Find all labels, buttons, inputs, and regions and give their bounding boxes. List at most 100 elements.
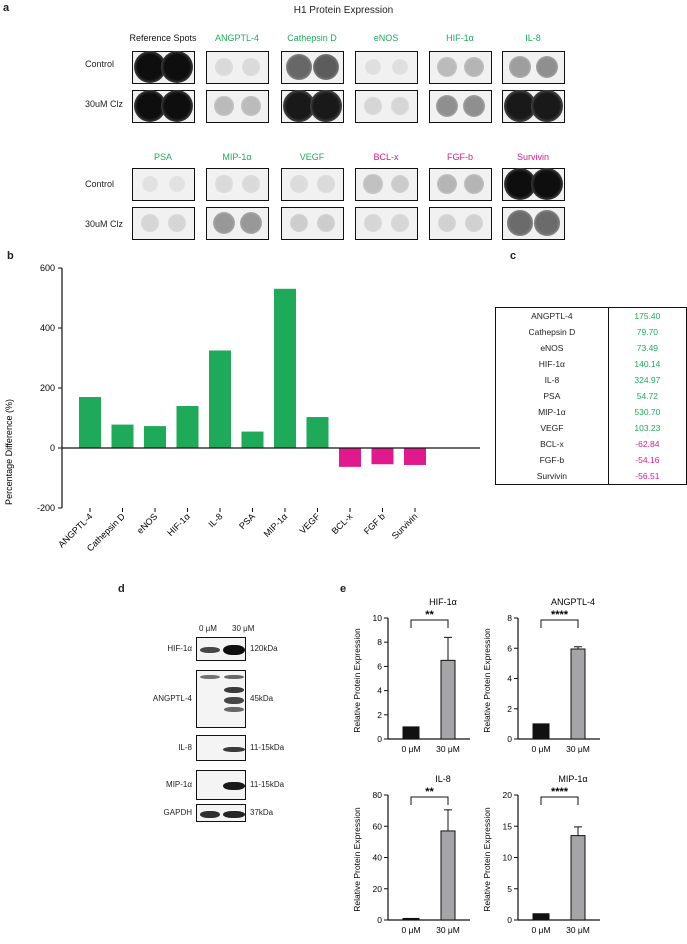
- b-bar-mip-1: [274, 288, 296, 448]
- array-title: H1 Protein Expression: [293, 5, 394, 16]
- e-significance-bracket: [410, 619, 449, 628]
- panel-label-c: c: [510, 250, 517, 262]
- array-spot: [310, 90, 342, 122]
- array-spot: [241, 96, 261, 116]
- b-y-tick-label: -200: [37, 503, 55, 513]
- array-spot: [509, 56, 531, 78]
- b-y-tick-label: 600: [40, 263, 55, 273]
- array-spot: [141, 214, 159, 232]
- b-y-axis-label: Percentage Difference (%): [4, 399, 14, 505]
- il8-expression-chart: IL-8 Relative Protein Expression 0 20 40 60 80…: [352, 774, 470, 935]
- table-cell-name: MIP-1α: [495, 404, 609, 420]
- array-spot: [391, 97, 409, 115]
- b-bar-cathepsin-d: [111, 424, 134, 448]
- array-spot: [534, 210, 560, 236]
- array-cell-angptl-4-control: [206, 51, 269, 84]
- e-y-tick-label: 0: [377, 734, 382, 744]
- panel-label-e: e: [340, 583, 347, 595]
- b-x-tick-label: IL-8: [206, 511, 224, 529]
- table-row: eNOS 73.49: [495, 340, 687, 356]
- array-spot: [286, 54, 312, 80]
- array-spot: [290, 175, 308, 193]
- wb-blot-il-8: [196, 735, 246, 761]
- array-spot: [438, 214, 456, 232]
- array-cell-survivin-control: [502, 168, 565, 201]
- array-cell-enos-control: [355, 51, 418, 84]
- array-spot: [507, 210, 533, 236]
- array-spot: [437, 174, 457, 194]
- b-x-tick-label: VEGF: [298, 511, 323, 536]
- e-y-tick-label: 4: [377, 686, 382, 696]
- wb-protein-label-il-8: IL-8: [178, 743, 192, 752]
- e-y-tick-label: 8: [377, 637, 382, 647]
- array-spot: [316, 213, 336, 233]
- table-row: IL-8 324.97: [495, 372, 687, 388]
- e-y-tick-label: 20: [503, 790, 513, 800]
- array-spot: [215, 175, 233, 193]
- array-spot: [242, 175, 260, 193]
- table-row: Cathepsin D 79.70: [495, 324, 687, 340]
- wb-band: [223, 782, 245, 790]
- table-cell-value: 140.14: [634, 359, 661, 369]
- b-bar-il-8: [209, 350, 231, 448]
- percentage-difference-chart: Percentage Difference (%) 600 400 200 0 -200…: [4, 263, 480, 553]
- wb-blot-gapdh: [196, 804, 246, 822]
- array-cell-hif-1-treated: [429, 90, 492, 123]
- e-y-tick-label: 8: [507, 613, 512, 623]
- hif1a-expression-chart: HIF-1α Relative Protein Expression 0 2 4 6 8 10…: [352, 597, 470, 754]
- array-cell-survivin-treated: [502, 207, 565, 240]
- wb-protein-label-angptl-4: ANGPTL-4: [152, 694, 192, 703]
- array-spot: [364, 58, 382, 76]
- wb-size-label-hif-1: 120kDa: [250, 644, 278, 653]
- e-significance-label: ****: [551, 609, 569, 621]
- table-cell-name: FGF-b: [495, 452, 609, 468]
- array-spot: [214, 96, 234, 116]
- e-significance-label: **: [425, 609, 434, 621]
- table-cell-value: 54.72: [636, 391, 659, 401]
- table-cell-name: Survivin: [495, 468, 609, 485]
- array-cell-reference-spots-treated: [132, 90, 195, 123]
- array-cell-mip-1-treated: [206, 207, 269, 240]
- array-spot: [435, 94, 459, 118]
- b-bar-bcl-x: [339, 448, 361, 467]
- wb-band: [223, 810, 245, 818]
- table-cell-name: Cathepsin D: [495, 324, 609, 340]
- table-cell-value: 103.23: [634, 423, 661, 433]
- table-row: FGF-b -54.16: [495, 452, 687, 468]
- array-spot: [239, 211, 263, 235]
- array-spot: [364, 97, 382, 115]
- e-y-axis-label: Relative Protein Expression: [482, 628, 492, 733]
- e-x-tick-label: 30 μM: [566, 744, 590, 754]
- array-spot: [464, 57, 484, 77]
- e-y-tick-label: 20: [373, 884, 383, 894]
- b-bar-survivin: [404, 448, 426, 465]
- wb-blot-mip-1: [196, 770, 246, 800]
- e-x-tick-label: 0 μM: [531, 744, 550, 754]
- array-spot: [215, 58, 233, 76]
- array-spot: [504, 90, 536, 122]
- array-spot: [391, 58, 409, 76]
- e-x-tick-label: 30 μM: [436, 925, 460, 935]
- array-spot: [437, 57, 457, 77]
- e-bar-30-m: [570, 835, 586, 921]
- array-cell-vegf-control: [281, 168, 344, 201]
- table-cell-value: -56.51: [635, 471, 660, 481]
- table-cell-value: -54.16: [635, 455, 660, 465]
- wb-size-label-angptl-4: 45kDa: [250, 694, 274, 703]
- percentage-table: ANGPTL-4 175.40 Cathepsin D 79.70 eNOS 73.49 H…: [495, 307, 687, 485]
- array-cell-enos-treated: [355, 90, 418, 123]
- panel-label-d: d: [118, 583, 125, 595]
- table-row: PSA 54.72: [495, 388, 687, 404]
- b-x-tick-label: Survivin: [390, 511, 420, 541]
- wb-size-label-il-8: 11-15kDa: [250, 743, 285, 752]
- array-spot: [168, 175, 186, 193]
- e-y-axis-label: Relative Protein Expression: [352, 807, 362, 912]
- array-cell-bcl-x-control: [355, 168, 418, 201]
- wb-band: [223, 746, 245, 752]
- array-row-label-control-bottom: Control: [85, 179, 115, 189]
- table-cell-name: PSA: [495, 388, 609, 404]
- b-bar-angptl-4: [79, 397, 101, 448]
- table-row: ANGPTL-4 175.40: [495, 307, 687, 324]
- b-x-tick-label: BCL-x: [330, 511, 355, 536]
- b-bar-hif-1: [176, 406, 199, 448]
